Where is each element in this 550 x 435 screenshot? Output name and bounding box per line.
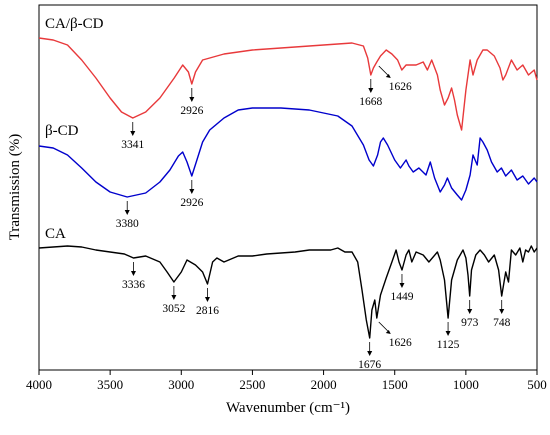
peak-arrowhead-2-3	[367, 351, 373, 356]
x-axis: 4000 3500 3000 2500 2000 1500 1000 500	[26, 370, 547, 392]
peak-layer: 3341 2926 1668 1626 3380 2926 3336 3052 2816 1676…	[116, 65, 511, 371]
peak-label-2-2: 2816	[196, 305, 219, 317]
peak-label-2-0: 3336	[122, 279, 145, 291]
peak-label-0-0: 3341	[121, 139, 144, 151]
x-tick-label-2: 3000	[168, 377, 194, 392]
peak-label-0-2: 1668	[359, 96, 382, 108]
y-axis-title: Transmission (%)	[7, 134, 23, 241]
peak-arrowhead-0-1	[189, 97, 195, 102]
peak-arrowhead-2-5	[399, 283, 405, 288]
peak-arrowhead-2-7	[467, 309, 473, 314]
x-tick-label-7: 500	[527, 377, 547, 392]
peak-arrow-2-4	[378, 321, 390, 333]
peak-arrowhead-2-2	[204, 297, 210, 302]
series-label-1: β-CD	[45, 123, 79, 139]
series-label-2: CA	[45, 226, 66, 242]
peak-arrowhead-2-0	[130, 271, 136, 276]
peak-arrowhead-2-4	[385, 330, 391, 334]
x-tick-label-3: 2500	[239, 377, 265, 392]
x-tick-label-4: 2000	[311, 377, 337, 392]
peak-arrowhead-0-3	[385, 74, 391, 78]
x-axis-title: Wavenumber (cm⁻¹)	[226, 400, 350, 416]
peak-label-2-3: 1676	[358, 359, 381, 371]
peak-arrowhead-0-0	[130, 131, 136, 136]
peak-label-2-4: 1626	[389, 337, 412, 349]
peak-label-2-1: 3052	[162, 303, 185, 315]
peak-label-1-0: 3380	[116, 218, 139, 230]
x-tick-label-6: 1000	[453, 377, 479, 392]
peak-arrowhead-2-6	[445, 331, 451, 336]
x-tick-label-5: 1500	[382, 377, 408, 392]
peak-label-1-1: 2926	[180, 197, 203, 209]
label-layer: CA/β-CD β-CD CA	[45, 16, 104, 242]
peak-label-2-6: 1125	[437, 339, 460, 351]
series-line-2	[38, 245, 538, 339]
peak-label-0-3: 1626	[389, 81, 412, 93]
peak-label-2-7: 973	[461, 317, 479, 329]
peak-arrowhead-1-1	[189, 189, 195, 194]
peak-arrowhead-0-2	[368, 88, 374, 93]
series-label-0: CA/β-CD	[45, 16, 104, 32]
peak-arrowhead-2-8	[499, 309, 505, 314]
peak-label-0-1: 2926	[180, 105, 203, 117]
x-tick-label-0: 4000	[26, 377, 52, 392]
series-line-0	[38, 37, 538, 131]
peak-label-2-5: 1449	[390, 291, 413, 303]
peak-arrow-0-3	[378, 65, 390, 77]
series-layer	[38, 37, 538, 339]
peak-arrowhead-1-0	[124, 210, 130, 215]
peak-arrowhead-2-1	[171, 295, 177, 300]
plot-frame	[38, 4, 538, 371]
series-line-1	[38, 107, 538, 201]
x-tick-label-1: 3500	[97, 377, 123, 392]
peak-label-2-8: 748	[493, 317, 511, 329]
